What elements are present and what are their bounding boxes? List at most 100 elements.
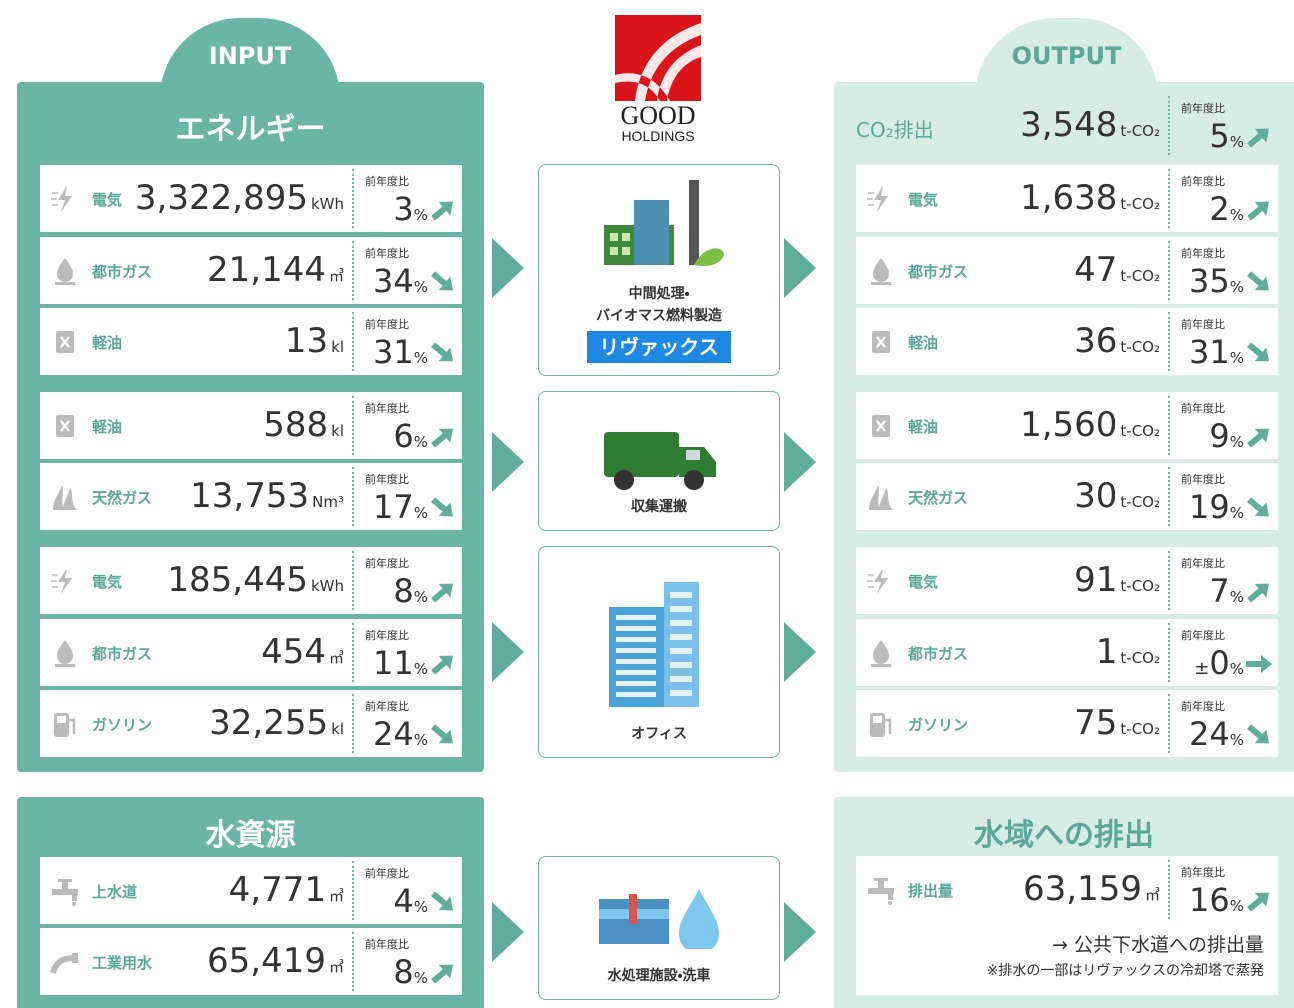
graphic — [53, 958, 74, 973]
row-value: 1,560t-CO₂ — [900, 405, 1160, 451]
note: → 公共下水道への排出量 — [856, 930, 1264, 957]
value-unit: kWh — [311, 577, 344, 595]
graphic — [784, 238, 816, 298]
graphic — [428, 338, 458, 368]
graphic — [866, 708, 896, 740]
value-number: 36 — [1074, 321, 1117, 361]
trend-arrow — [1244, 577, 1274, 611]
yoy-value: 4% — [356, 883, 428, 925]
value-unit: ㎥ — [1145, 886, 1160, 904]
graphic — [428, 577, 458, 607]
facility-box: 中間処理・バイオマス燃料製造リヴァックス — [538, 164, 780, 376]
yoy-value: ±0% — [1172, 645, 1244, 687]
yoy-value: 8% — [356, 954, 428, 996]
row-value: 91t-CO₂ — [900, 560, 1160, 606]
value-unit: kl — [331, 720, 344, 738]
trend-arrow — [1244, 422, 1274, 456]
yoy-number: 19 — [1189, 488, 1230, 526]
row-icon — [50, 565, 80, 601]
yoy-label: 前年度比 — [1181, 173, 1225, 189]
facility-badge: リヴァックス — [587, 331, 731, 363]
graphic — [594, 175, 724, 275]
divider — [1168, 694, 1170, 753]
graphic — [428, 649, 458, 679]
value-unit: ㎥ — [329, 267, 344, 285]
value-number: 1,560 — [1020, 405, 1117, 445]
graphic — [1244, 577, 1274, 607]
yoy-value: 24% — [1172, 716, 1244, 758]
graphic — [664, 582, 699, 707]
graphic — [428, 493, 458, 523]
graphic — [784, 902, 816, 962]
graphic — [58, 186, 72, 212]
row-icon — [50, 481, 80, 517]
yoy-value: 7% — [1172, 573, 1244, 615]
yoy-unit: % — [1230, 731, 1244, 749]
facility-illustration — [594, 175, 724, 279]
yoy-value: 34% — [356, 263, 428, 305]
value-number: 47 — [1074, 250, 1117, 290]
graphic — [428, 195, 458, 225]
flow-arrow — [784, 902, 816, 966]
graphic — [866, 183, 896, 215]
yoy-number: 17 — [373, 488, 414, 526]
graphic — [1244, 720, 1274, 750]
row-icon — [866, 255, 896, 291]
divider — [1168, 169, 1170, 228]
graphic — [610, 247, 618, 255]
yoy-unit: % — [414, 349, 428, 367]
yoy-unit: % — [1230, 349, 1244, 367]
logo-text: HOLDINGS — [600, 128, 716, 144]
value-unit: t-CO₂ — [1120, 720, 1160, 738]
yoy-number: 2 — [1209, 190, 1229, 228]
graphic — [878, 880, 884, 890]
graphic — [1244, 649, 1274, 679]
graphic — [670, 634, 692, 640]
graphic — [604, 432, 679, 477]
trend-arrow — [1244, 649, 1274, 683]
trend-arrow — [1244, 122, 1274, 156]
graphic — [428, 720, 458, 750]
yoy-number: 11 — [373, 644, 414, 682]
yoy-number: 5 — [1209, 117, 1229, 155]
yoy-unit: % — [414, 504, 428, 522]
graphic — [492, 902, 524, 962]
graphic — [50, 481, 80, 513]
graphic — [428, 887, 458, 917]
trend-arrow — [428, 267, 458, 301]
data-row: 軽油36t-CO₂前年度比31% — [856, 308, 1278, 375]
graphic — [428, 887, 458, 917]
row-icon — [866, 708, 896, 744]
yoy-label: 前年度比 — [1181, 698, 1225, 714]
value-number: 63,159 — [1023, 869, 1142, 909]
yoy-label: 前年度比 — [1181, 316, 1225, 332]
yoy-unit: % — [1230, 206, 1244, 224]
row-icon — [866, 183, 896, 219]
value-unit: t-CO₂ — [1120, 267, 1160, 285]
graphic — [428, 422, 458, 452]
logo-mark — [615, 15, 701, 105]
yoy-label: 前年度比 — [365, 627, 409, 643]
row-value: 3,322,895kWh — [84, 178, 344, 224]
value-unit: ㎥ — [329, 649, 344, 667]
yoy-number: 8 — [393, 953, 413, 991]
graphic — [428, 267, 458, 297]
yoy-unit: % — [414, 278, 428, 296]
graphic — [428, 887, 458, 917]
graphic — [1244, 338, 1274, 368]
value-unit: kl — [331, 338, 344, 356]
graphic — [866, 637, 896, 669]
graphic — [634, 200, 669, 265]
yoy-value: 31% — [356, 334, 428, 376]
graphic — [492, 432, 524, 492]
yoy-label: 前年度比 — [1181, 100, 1225, 116]
yoy-label: 前年度比 — [365, 173, 409, 189]
row-value: 3,548t-CO₂ — [900, 105, 1160, 151]
divider — [352, 694, 354, 753]
graphic — [874, 186, 888, 212]
facility-label: オフィス — [539, 723, 779, 745]
graphic — [670, 606, 692, 612]
flow-arrow — [784, 238, 816, 302]
row-value: 4,771㎥ — [84, 870, 344, 916]
graphic — [610, 233, 618, 241]
